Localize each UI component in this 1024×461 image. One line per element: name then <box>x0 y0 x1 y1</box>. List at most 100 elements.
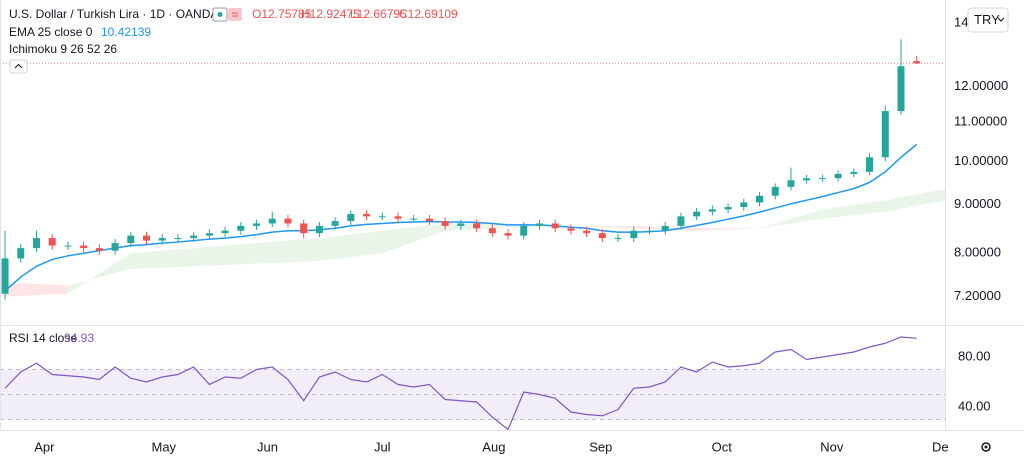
candle-body <box>425 218 433 222</box>
candle-body <box>441 221 449 226</box>
candle-body <box>111 243 119 251</box>
candle-body <box>787 180 795 187</box>
ohlc-label: O12.75785 <box>252 7 312 21</box>
candle-body <box>95 248 103 251</box>
candle-body <box>174 238 182 240</box>
candle-body <box>221 230 229 234</box>
currency-chevron <box>997 17 1005 22</box>
candle-body <box>693 211 701 217</box>
candle-body <box>756 195 764 203</box>
rsi-line <box>4 336 917 431</box>
candle-body <box>190 235 198 239</box>
y-tick-label: 12.00000 <box>954 78 1008 93</box>
candle-body <box>583 230 591 234</box>
rsi-legend: RSI 14 close <box>9 331 77 345</box>
candle-body <box>48 238 56 246</box>
candle-body <box>158 238 166 241</box>
candle-body <box>551 223 559 229</box>
remove-toggle[interactable] <box>228 8 242 21</box>
y-tick-label: 40.00 <box>958 398 991 413</box>
candle-body <box>253 223 261 226</box>
ohlc-label: L12.66795 <box>350 7 407 21</box>
candle-body <box>645 230 653 232</box>
left-border <box>0 0 1 430</box>
candle-body <box>17 248 25 259</box>
eye-icon <box>217 12 223 17</box>
ema-legend: EMA 25 close 0 <box>9 25 93 39</box>
candle-body <box>535 223 543 226</box>
ichimoku-cloud <box>67 253 131 294</box>
candle-body <box>520 225 528 236</box>
candle-body <box>677 216 685 226</box>
settings-icon[interactable] <box>981 442 991 452</box>
candle-body <box>378 216 386 218</box>
candle-body <box>614 238 622 240</box>
candle-body <box>300 223 308 234</box>
y-tick-label: 11.00000 <box>954 114 1007 129</box>
candle-body <box>818 178 826 180</box>
candle-body <box>237 225 245 231</box>
collapse-button[interactable] <box>9 59 28 74</box>
ichimoku-cloud <box>696 228 760 231</box>
candle-body <box>740 202 748 208</box>
candle-body <box>504 233 512 236</box>
candle-body <box>803 178 811 181</box>
plot-layer <box>0 39 945 431</box>
y-tick-label: 10.00000 <box>954 153 1008 168</box>
candle-body <box>268 218 276 224</box>
candle-body <box>127 235 135 244</box>
x-tick-label: Jul <box>374 439 391 454</box>
x-tick-label: Nov <box>820 439 844 454</box>
candle-body <box>315 225 323 234</box>
x-tick-label: De <box>932 439 949 454</box>
candle-body <box>834 173 842 179</box>
candle-body <box>347 213 355 222</box>
x-tick-label: Aug <box>482 439 505 454</box>
ichimoku-cloud <box>759 209 823 229</box>
candle-body <box>488 228 496 234</box>
candle-body <box>32 238 40 249</box>
candle-body <box>567 228 575 231</box>
candle-body <box>598 233 606 239</box>
y-tick-label: 9.00000 <box>954 196 1001 211</box>
candle-body <box>1 258 9 294</box>
ohlc-label: C12.69109 <box>399 7 458 21</box>
candle-body <box>866 157 874 172</box>
rsi-last-value: 94.93 <box>64 331 94 345</box>
candle-body <box>881 111 889 158</box>
x-tick-label: Apr <box>34 439 55 454</box>
candle-body <box>708 209 716 212</box>
candle-body <box>473 223 481 229</box>
candle-body <box>394 216 402 219</box>
candle-body <box>913 61 921 64</box>
candle-body <box>850 171 858 174</box>
y-tick-label: 7.20000 <box>954 288 1001 303</box>
currency-label: TRY <box>974 12 1000 27</box>
ichimoku-cloud <box>319 230 383 262</box>
x-tick-label: Jun <box>257 439 278 454</box>
collapse-icon <box>14 63 23 69</box>
candle-body <box>205 233 213 236</box>
candle-body <box>80 245 88 249</box>
y-tick-label: 80.00 <box>958 348 991 363</box>
candle-body <box>724 207 732 210</box>
ichimoku-cloud <box>130 248 194 269</box>
ichimoku-legend: Ichimoku 9 26 52 26 <box>9 42 117 56</box>
y-tick-label: 8.00000 <box>954 245 1001 260</box>
currency-badge[interactable] <box>967 7 1009 33</box>
candle-body <box>331 221 339 226</box>
candle-body <box>142 235 150 241</box>
x-tick-label: Oct <box>712 439 733 454</box>
chart-title: U.S. Dollar / Turkish Lira · 1D · OANDA <box>9 7 218 21</box>
candle-body <box>410 218 418 220</box>
ohlc-label: H12.92475 <box>301 7 360 21</box>
ema-last-value: 10.42139 <box>101 25 151 39</box>
candle-body <box>630 230 638 239</box>
candle-body <box>363 213 371 217</box>
ichimoku-cloud <box>5 282 68 297</box>
candle-body <box>284 218 292 224</box>
candle-body <box>64 245 72 247</box>
